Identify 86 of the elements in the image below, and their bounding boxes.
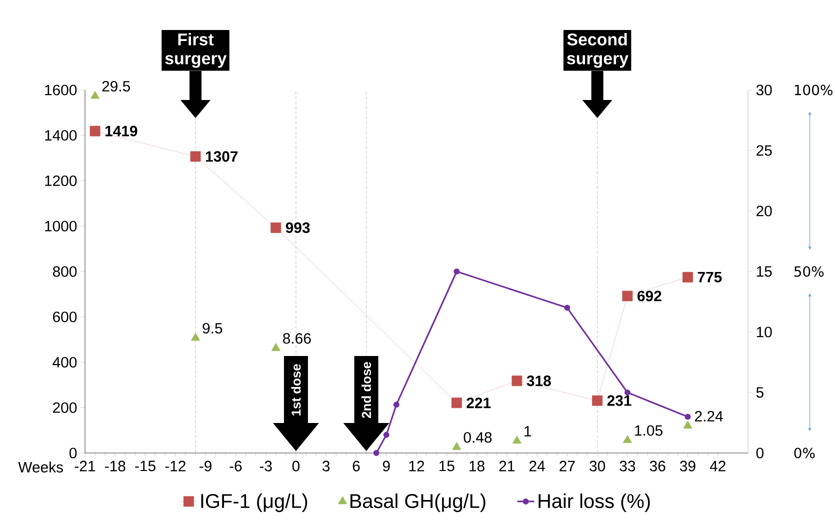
data-label: 231: [607, 395, 632, 406]
data-label: 318: [526, 376, 551, 386]
x-tick-label: 42: [710, 460, 726, 472]
data-label: 1: [524, 426, 532, 436]
y-tick-label: 0: [69, 448, 77, 458]
y2-tick-label: 15: [756, 266, 772, 277]
x-tick-label: -6: [230, 460, 242, 472]
text: 100%: [794, 84, 832, 96]
ref-line-label: 2nd dose: [362, 362, 372, 418]
y2-tick-label: 10: [756, 326, 772, 338]
x-tick-label: -15: [135, 460, 156, 472]
x-tick-label: -9: [200, 460, 212, 472]
point: [90, 126, 100, 136]
point: [271, 343, 280, 351]
text: 0%: [794, 448, 815, 458]
x-tick-label: 39: [680, 460, 696, 472]
y-tick-label: 1200: [45, 175, 77, 186]
y2-tick-label: 20: [756, 206, 772, 216]
x-tick-label: -3: [260, 460, 272, 472]
y-tick-label: 800: [52, 266, 77, 277]
x-tick-label: -21: [74, 460, 96, 472]
data-label: 775: [698, 272, 722, 282]
x-tick-label: -12: [165, 460, 186, 472]
x-tick-label: 21: [499, 460, 514, 472]
data-label: 9.5: [202, 322, 222, 334]
y-tick-label: 1600: [45, 84, 77, 96]
y-tick-label: 600: [53, 312, 77, 322]
point: [393, 402, 400, 408]
data-label: 0.48: [464, 432, 492, 443]
x-tick-label: 36: [650, 460, 666, 472]
point: [190, 151, 201, 162]
point: [451, 398, 462, 408]
point: [622, 435, 632, 443]
point: [190, 332, 200, 341]
y2-tick-label: 0: [756, 448, 764, 458]
data-label: 993: [286, 222, 310, 234]
point: [454, 268, 460, 274]
y-tick-label: 200: [53, 402, 77, 413]
point: [683, 420, 692, 429]
x-tick-label: 15: [439, 460, 454, 472]
point: [512, 436, 522, 444]
legend-label: IGF-1 (μg/L): [201, 493, 308, 512]
data-label: 221: [466, 398, 491, 408]
legend-label: Basal GH(μg/L): [350, 493, 486, 512]
x-tick-label: 24: [529, 460, 545, 472]
y2-tick-label: 25: [756, 145, 772, 156]
data-label: 1.05: [635, 425, 662, 436]
x-tick-label: 6: [352, 460, 360, 472]
data-label: 1307: [206, 151, 238, 162]
legend-label: Hair loss (%): [538, 493, 650, 512]
point: [90, 90, 100, 99]
y-tick-label: 1400: [45, 130, 77, 141]
x-tick-label: 33: [620, 460, 636, 472]
data-label: 29.5: [102, 80, 130, 92]
point: [592, 395, 603, 406]
point: [512, 376, 522, 386]
x-tick-label: 12: [409, 460, 424, 472]
point: [624, 390, 630, 396]
x-tick-label: -18: [104, 460, 126, 472]
point: [564, 304, 570, 311]
point: [270, 222, 282, 233]
point: [622, 290, 633, 302]
x-tick-label: 30: [590, 460, 606, 472]
ref-line-label: 1st dose: [291, 364, 301, 416]
y2-tick-label: 30: [756, 84, 772, 96]
x-tick-label: 18: [470, 460, 484, 472]
x-tick-label: 3: [322, 460, 330, 472]
point: [373, 450, 380, 456]
x-tick-label: 27: [560, 460, 575, 472]
data-label: 692: [638, 290, 662, 302]
point: [684, 414, 691, 420]
point: [383, 432, 390, 438]
x-tick-label: 9: [382, 460, 390, 472]
data-label: 2.24: [694, 410, 723, 422]
x-tick-label: 0: [292, 460, 300, 472]
data-label: 1419: [105, 126, 138, 136]
ref-line-label: Second surgery: [567, 33, 628, 68]
y-tick-label: 400: [52, 356, 77, 368]
text: 50%: [794, 266, 824, 277]
point: [452, 442, 462, 450]
data-label: 8.66: [283, 333, 311, 344]
ref-line-label: First surgery: [165, 33, 227, 68]
point: [682, 272, 693, 282]
y-tick-label: 1000: [45, 220, 77, 232]
y2-tick-label: 5: [756, 387, 764, 398]
x-axis-title: Weeks: [18, 462, 63, 472]
